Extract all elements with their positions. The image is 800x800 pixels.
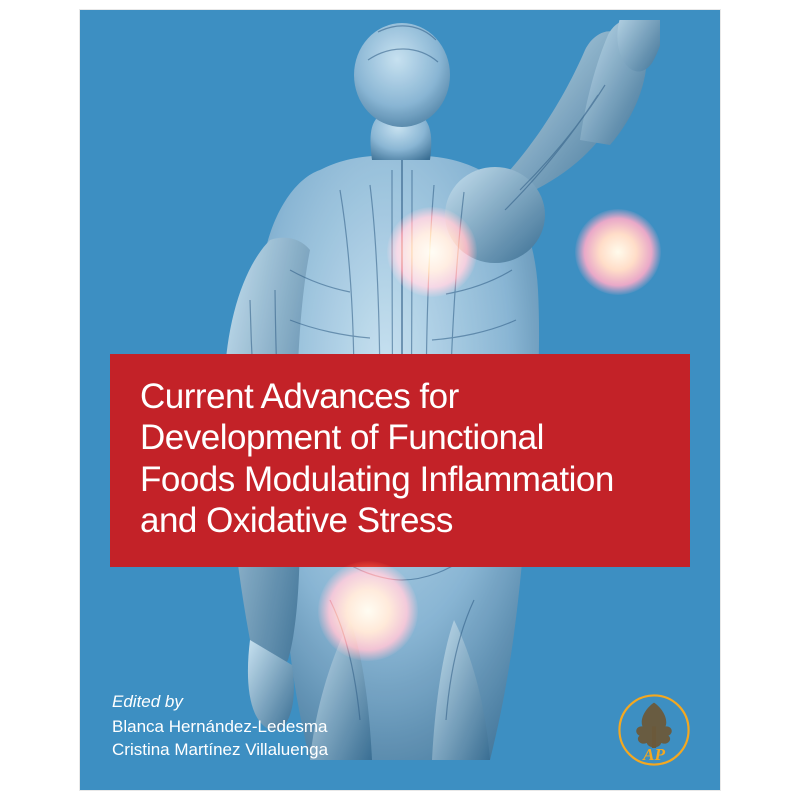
- title-line: Current Advances for: [140, 376, 660, 417]
- title-band: Current Advances forDevelopment of Funct…: [110, 354, 690, 567]
- title-line: Development of Functional: [140, 417, 660, 458]
- editors-block: Edited by Blanca Hernández-Ledesma Crist…: [112, 691, 328, 762]
- editor-name: Blanca Hernández-Ledesma: [112, 716, 328, 739]
- book-cover: Current Advances forDevelopment of Funct…: [80, 10, 720, 790]
- title-line: Foods Modulating Inflammation: [140, 459, 660, 500]
- book-title: Current Advances forDevelopment of Funct…: [140, 376, 660, 541]
- editor-name: Cristina Martínez Villaluenga: [112, 739, 328, 762]
- editors-label: Edited by: [112, 691, 328, 714]
- publisher-logo: AP: [618, 694, 690, 766]
- publisher-initials: AP: [642, 745, 666, 764]
- ap-logo-icon: AP: [618, 694, 690, 766]
- title-line: and Oxidative Stress: [140, 500, 660, 541]
